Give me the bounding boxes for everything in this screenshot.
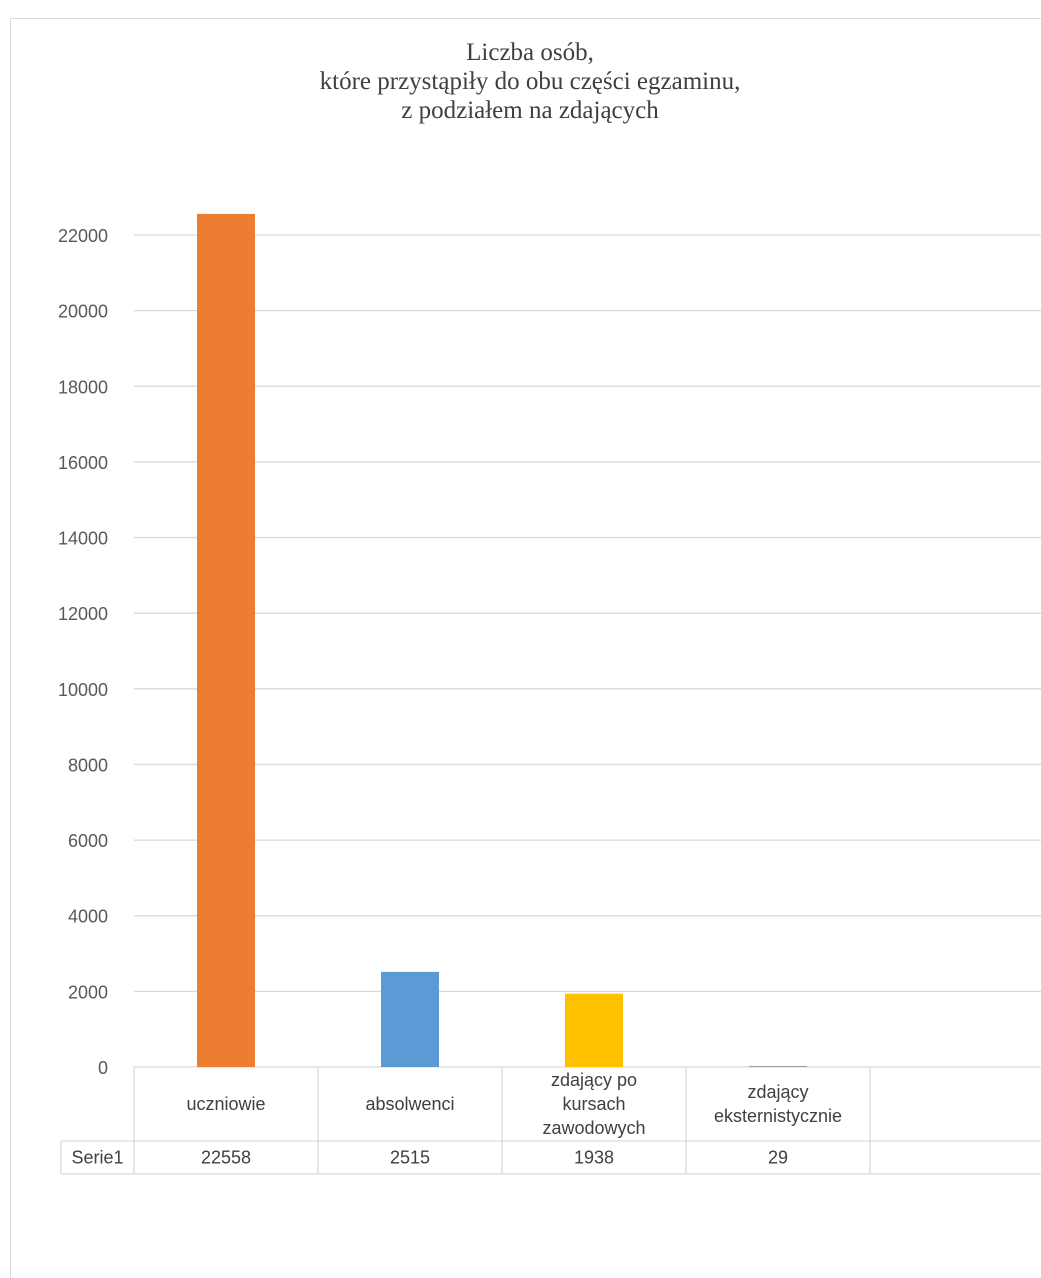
x-category-label-1-0: absolwenci: [365, 1094, 454, 1114]
chart-title-line-2: które przystąpiły do obu części egzaminu…: [319, 68, 741, 95]
y-tick-label-5: 10000: [58, 680, 108, 700]
data-table-value-1: 2515: [390, 1148, 430, 1168]
y-tick-label-10: 20000: [58, 302, 108, 322]
y-tick-label-4: 8000: [68, 755, 108, 775]
x-category-label-2-1: kursach: [562, 1094, 625, 1114]
x-category-label-0-0: uczniowie: [186, 1094, 265, 1114]
bar-1: [381, 971, 439, 1067]
y-tick-label-0: 0: [98, 1058, 108, 1078]
y-tick-label-3: 6000: [68, 831, 108, 851]
x-category-label-2-2: zawodowych: [542, 1118, 645, 1138]
x-category-label-3-0: zdający: [747, 1082, 808, 1102]
y-tick-label-7: 14000: [58, 529, 108, 549]
chart-title: Liczba osób, które przystąpiły do obu cz…: [130, 38, 930, 125]
x-category-label-2-0: zdający po: [551, 1070, 637, 1090]
data-table-value-3: 29: [768, 1148, 788, 1168]
chart-frame: [10, 18, 1041, 1278]
bar-2: [565, 993, 623, 1067]
data-table-value-0: 22558: [201, 1148, 251, 1168]
chart-title-line-3: z podziałem na zdających: [401, 97, 659, 124]
y-tick-label-9: 18000: [58, 377, 108, 397]
y-tick-label-8: 16000: [58, 453, 108, 473]
y-tick-label-1: 2000: [68, 982, 108, 1002]
data-table-value-2: 1938: [574, 1148, 614, 1168]
y-tick-label-11: 22000: [58, 226, 108, 246]
y-tick-label-6: 12000: [58, 604, 108, 624]
bar-3: [749, 1065, 807, 1067]
y-tick-label-2: 4000: [68, 907, 108, 927]
x-category-label-3-1: eksternistycznie: [714, 1106, 842, 1126]
legend-series-name: Serie1: [71, 1148, 123, 1168]
bar-0: [197, 213, 255, 1067]
chart-title-line-1: Liczba osób,: [466, 39, 594, 66]
